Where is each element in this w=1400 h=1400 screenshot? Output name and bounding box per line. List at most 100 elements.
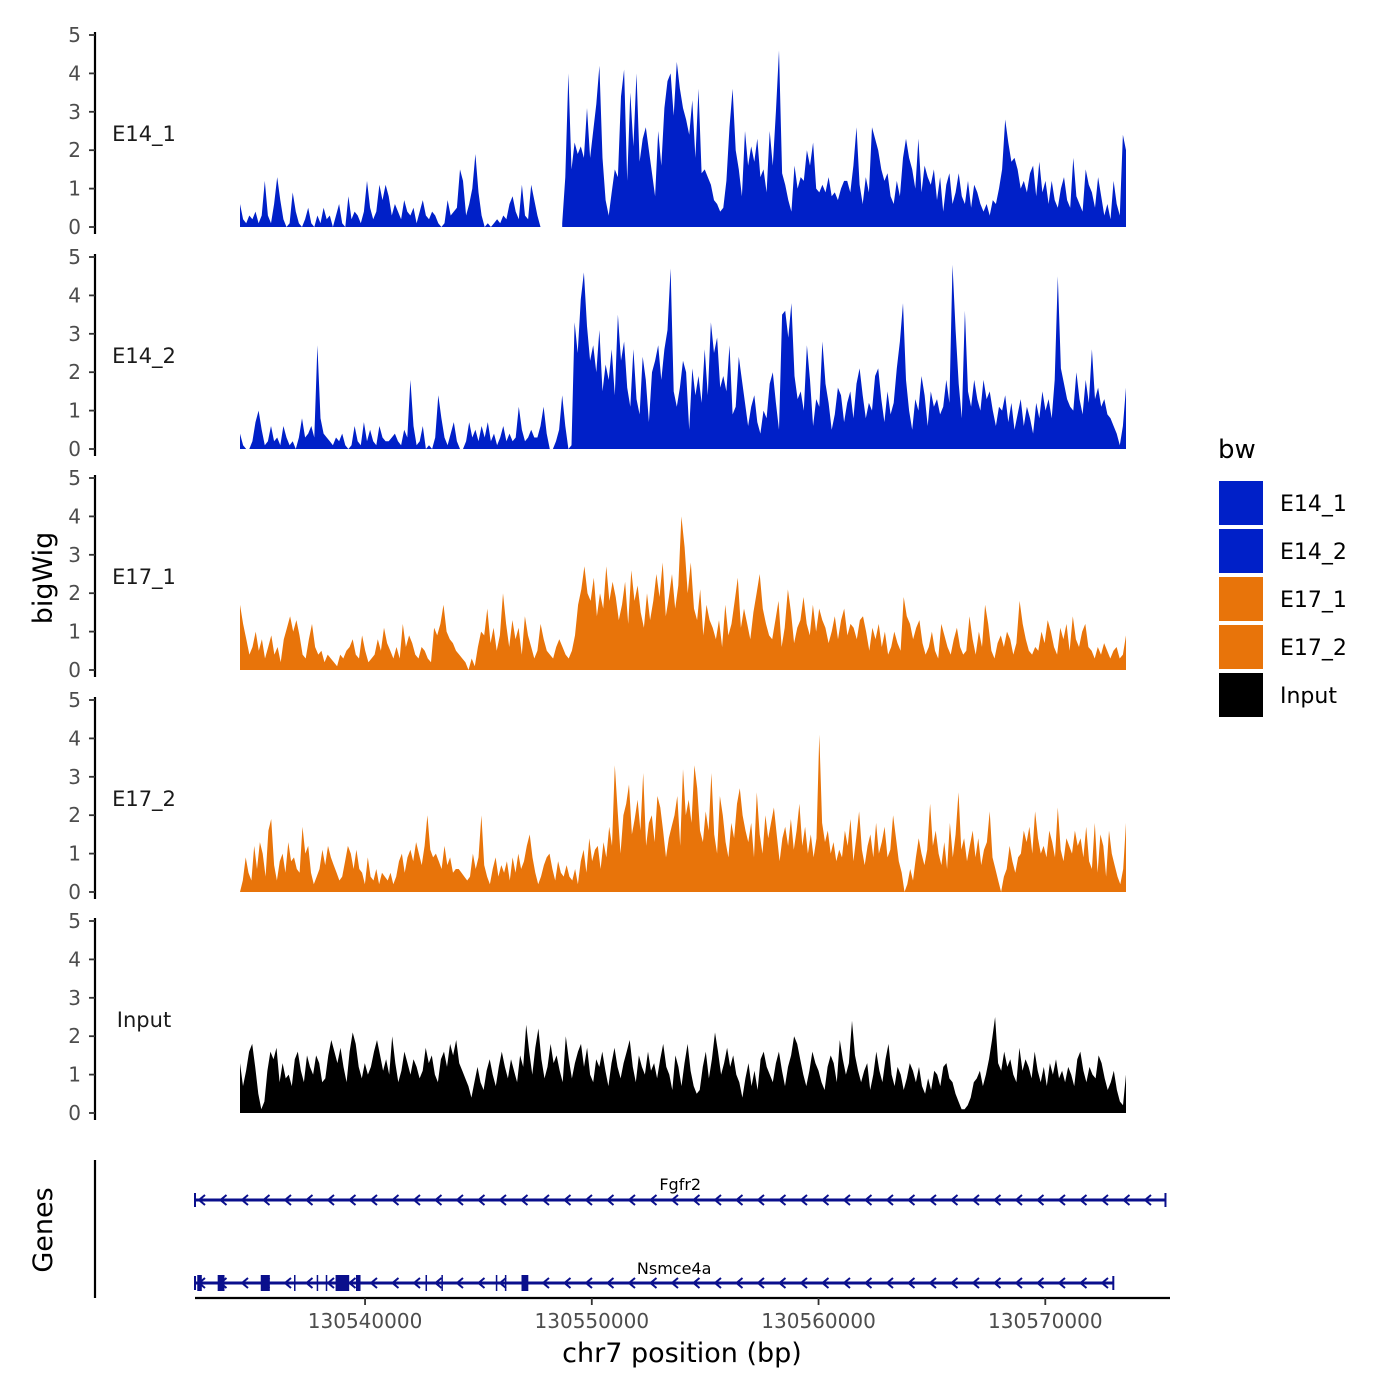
bigwig-tracks: 0 1 2 3 4 5 E14_1 0 1 2 3 4 5 E14_2 0 1 2 3 4 5 E17_1 0 1 2 3 4 5 E… [68, 23, 1126, 1125]
strand-arrow [584, 1277, 593, 1289]
track-label: E17_1 [112, 565, 176, 590]
genes-axis-title: Genes [28, 1187, 59, 1272]
strand-arrow [691, 1277, 701, 1289]
x-axis-title: chr7 position (bp) [562, 1338, 802, 1369]
legend-swatch-e14_1 [1217, 479, 1265, 527]
strand-arrow [240, 1194, 249, 1206]
strand-arrow [1100, 1194, 1109, 1206]
legend-label-input: Input [1280, 684, 1337, 709]
x-tick-label: 130540000 [308, 1309, 423, 1333]
exon [335, 1275, 350, 1291]
strand-arrow [627, 1277, 636, 1289]
coverage-area-e14_1 [240, 154, 541, 227]
strand-arrow [734, 1277, 744, 1289]
y-tick-label: 3 [68, 322, 81, 346]
y-tick-label: 4 [68, 61, 81, 85]
strand-arrow [498, 1194, 507, 1206]
strand-arrow [777, 1194, 787, 1206]
exon [197, 1275, 202, 1291]
strand-arrow [1057, 1277, 1066, 1289]
strand-arrow [713, 1194, 722, 1206]
y-tick-label: 1 [68, 842, 81, 866]
y-tick-label: 1 [68, 620, 81, 644]
gene-track: Fgfr2 Nsmce4a [93, 1160, 1167, 1298]
track-e17_2: 0 1 2 3 4 5 E17_2 [68, 688, 1126, 904]
strand-arrow [863, 1277, 873, 1289]
y-tick-label: 5 [68, 245, 81, 269]
y-tick-label: 5 [68, 23, 81, 47]
exon [355, 1275, 361, 1291]
y-tick-label: 5 [68, 466, 81, 490]
exon [260, 1275, 270, 1291]
y-tick-label: 4 [68, 726, 81, 750]
legend-label-e14_1: E14_1 [1280, 492, 1347, 517]
strand-arrow [584, 1194, 593, 1206]
y-tick-label: 5 [68, 688, 81, 712]
strand-arrow [820, 1194, 830, 1206]
gene-name-label: Nsmce4a [637, 1259, 712, 1278]
y-tick-label: 0 [68, 437, 81, 461]
track-e14_1: 0 1 2 3 4 5 E14_1 [68, 23, 1126, 239]
strand-arrow [734, 1194, 744, 1206]
strand-arrow [304, 1194, 314, 1206]
y-tick-label: 0 [68, 880, 81, 904]
x-tick-label: 130560000 [761, 1309, 876, 1333]
strand-arrow [1100, 1277, 1109, 1289]
y-tick-label: 3 [68, 100, 81, 124]
y-tick-label: 1 [68, 1063, 81, 1087]
strand-arrow [648, 1194, 658, 1206]
strand-arrow [412, 1277, 421, 1289]
strand-arrow [562, 1194, 572, 1206]
strand-arrow [971, 1194, 980, 1206]
strand-arrow [433, 1194, 443, 1206]
track-e17_1: 0 1 2 3 4 5 E17_1 [68, 466, 1126, 682]
x-tick-label: 130570000 [988, 1309, 1103, 1333]
y-tick-label: 2 [68, 1024, 81, 1048]
strand-arrow [369, 1194, 378, 1206]
legend-swatch-e17_2 [1217, 623, 1265, 671]
strand-arrow [949, 1194, 959, 1206]
strand-arrow [197, 1194, 206, 1206]
exon [521, 1275, 529, 1291]
strand-arrow [885, 1277, 894, 1289]
y-tick-label: 2 [68, 360, 81, 384]
x-tick-label: 130550000 [535, 1309, 650, 1333]
y-tick-label: 4 [68, 504, 81, 528]
strand-arrow [713, 1277, 722, 1289]
legend-swatch-e17_1 [1217, 575, 1265, 623]
strand-arrow [1035, 1194, 1045, 1206]
strand-arrow [992, 1194, 1002, 1206]
strand-arrow [304, 1277, 314, 1289]
y-tick-label: 4 [68, 283, 81, 307]
strand-arrow [326, 1194, 335, 1206]
strand-arrow [928, 1194, 937, 1206]
y-tick-label: 3 [68, 765, 81, 789]
strand-arrow [261, 1194, 271, 1206]
strand-arrow [992, 1277, 1002, 1289]
strand-arrow [885, 1194, 894, 1206]
legend-swatch-input [1217, 671, 1265, 719]
legend-label-e17_1: E17_1 [1280, 588, 1347, 613]
y-tick-label: 5 [68, 909, 81, 933]
strand-arrow [1078, 1277, 1088, 1289]
y-tick-label: 0 [68, 1101, 81, 1125]
legend-title: bw [1218, 435, 1256, 465]
legend-label-e17_2: E17_2 [1280, 636, 1347, 661]
strand-arrow [627, 1194, 636, 1206]
strand-arrow [1143, 1194, 1152, 1206]
track-label: E14_2 [112, 344, 176, 369]
coverage-area-input [240, 1017, 1126, 1113]
strand-arrow [390, 1277, 400, 1289]
coverage-area-e14_1 [562, 50, 1126, 228]
legend-swatch-e14_2 [1217, 527, 1265, 575]
exon [217, 1275, 225, 1291]
strand-arrow [369, 1277, 378, 1289]
strand-arrow [498, 1277, 507, 1289]
gene-name-label: Fgfr2 [659, 1175, 701, 1194]
strand-arrow [820, 1277, 830, 1289]
strand-arrow [1078, 1194, 1088, 1206]
strand-arrow [670, 1277, 679, 1289]
strand-arrow [240, 1277, 249, 1289]
strand-arrow [1057, 1194, 1066, 1206]
